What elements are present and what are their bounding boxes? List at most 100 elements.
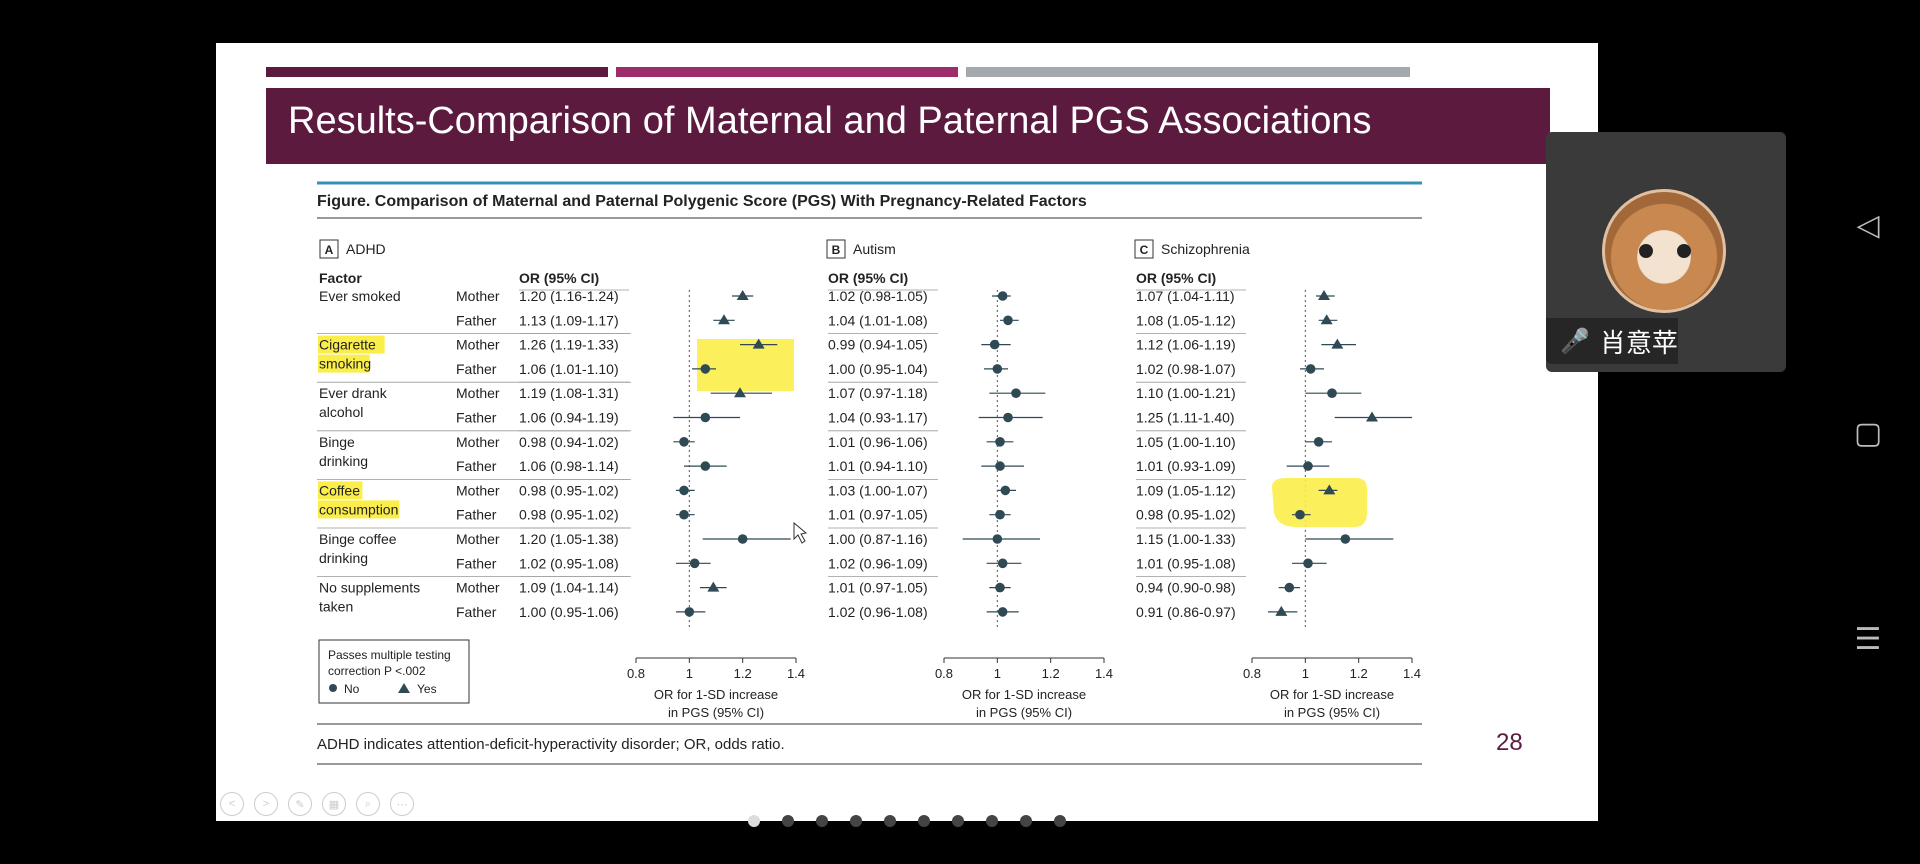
or-value: 1.02 (0.98-1.05) bbox=[828, 288, 928, 304]
slides-grid-icon[interactable]: ▦ bbox=[322, 792, 346, 816]
or-value: 1.01 (0.97-1.05) bbox=[828, 580, 928, 596]
or-marker-circle bbox=[679, 485, 689, 496]
slide-number: 28 bbox=[1496, 729, 1523, 756]
x-axis-tick-label: 1.2 bbox=[734, 666, 752, 681]
panel-letter-box bbox=[1134, 239, 1154, 259]
zoom-icon[interactable]: ⌕ bbox=[356, 792, 380, 816]
or-column-header: OR (95% CI) bbox=[519, 270, 599, 286]
legend-title: correction P <.002 bbox=[328, 664, 426, 678]
page-dot[interactable] bbox=[816, 815, 828, 827]
or-marker-triangle bbox=[1323, 484, 1336, 495]
or-value: 1.01 (0.95-1.08) bbox=[1136, 555, 1236, 571]
or-value: 1.20 (1.16-1.24) bbox=[519, 288, 619, 304]
participant-name-bar: 🎤 肖意苹 bbox=[1546, 318, 1678, 364]
or-marker-circle bbox=[1011, 388, 1021, 399]
parent-label: Mother bbox=[456, 337, 500, 353]
avatar-eye bbox=[1639, 244, 1653, 258]
panel-letter: A bbox=[325, 243, 334, 257]
factor-label: No supplements bbox=[319, 580, 420, 596]
page-dot[interactable] bbox=[986, 815, 998, 827]
parent-label: Mother bbox=[456, 288, 500, 304]
slide-title: Results-Comparison of Maternal and Pater… bbox=[288, 100, 1372, 142]
or-value: 0.94 (0.90-0.98) bbox=[1136, 580, 1236, 596]
panel-title: Schizophrenia bbox=[1161, 241, 1250, 257]
home-icon[interactable]: ▢ bbox=[1853, 417, 1883, 450]
legend-yes-label: Yes bbox=[417, 682, 437, 696]
previous-icon[interactable]: < bbox=[220, 792, 244, 816]
parent-label: Mother bbox=[456, 434, 500, 450]
figure-caption: Figure. Comparison of Maternal and Pater… bbox=[317, 193, 1087, 210]
back-icon[interactable]: ◁ bbox=[1856, 209, 1880, 242]
pen-icon[interactable]: ✎ bbox=[288, 792, 312, 816]
factor-label: drinking bbox=[319, 453, 368, 469]
or-marker-circle bbox=[1305, 364, 1316, 374]
or-value: 1.09 (1.05-1.12) bbox=[1136, 482, 1236, 498]
x-axis-label: OR for 1-SD increase bbox=[962, 687, 1086, 702]
parent-label: Father bbox=[456, 410, 497, 426]
page-dot[interactable] bbox=[884, 815, 896, 827]
or-value: 1.12 (1.06-1.19) bbox=[1136, 337, 1236, 353]
factor-label: drinking bbox=[319, 550, 368, 566]
panel-title: Autism bbox=[853, 241, 896, 257]
or-value: 1.20 (1.05-1.38) bbox=[519, 531, 619, 547]
or-marker-circle bbox=[700, 364, 711, 374]
next-icon[interactable]: > bbox=[254, 792, 278, 816]
x-axis-tick-label: 1.2 bbox=[1350, 666, 1368, 681]
or-marker-triangle bbox=[1275, 605, 1288, 616]
page-dot[interactable] bbox=[952, 815, 964, 827]
participant-video-tile[interactable]: 🎤 肖意苹 bbox=[1546, 132, 1786, 372]
or-value: 1.07 (1.04-1.11) bbox=[1136, 288, 1235, 304]
parent-label: Father bbox=[456, 507, 497, 523]
factor-highlight bbox=[318, 354, 370, 373]
parent-label: Father bbox=[456, 458, 497, 474]
x-axis-label: in PGS (95% CI) bbox=[976, 705, 1072, 720]
or-value: 0.98 (0.94-1.02) bbox=[519, 434, 619, 450]
or-marker-circle bbox=[1003, 315, 1013, 326]
or-marker-circle bbox=[700, 461, 711, 471]
or-value: 1.19 (1.08-1.31) bbox=[519, 385, 619, 401]
page-dot[interactable] bbox=[1054, 815, 1066, 827]
page-dot[interactable] bbox=[782, 815, 794, 827]
or-value: 1.01 (0.96-1.06) bbox=[828, 434, 928, 450]
or-marker-circle bbox=[992, 534, 1003, 544]
factor-label: Binge coffee bbox=[319, 531, 397, 547]
or-value: 1.07 (0.97-1.18) bbox=[828, 385, 928, 401]
panel-letter: C bbox=[1140, 243, 1149, 257]
factor-label: Ever drank bbox=[319, 385, 388, 401]
or-marker-triangle bbox=[734, 387, 746, 398]
or-value: 1.06 (0.98-1.14) bbox=[519, 458, 619, 474]
parent-label: Father bbox=[456, 604, 497, 620]
page-dot[interactable] bbox=[1020, 815, 1032, 827]
or-marker-circle bbox=[995, 437, 1005, 447]
or-marker-circle bbox=[1313, 437, 1324, 447]
or-value: 1.15 (1.00-1.33) bbox=[1136, 531, 1236, 547]
page-dot[interactable] bbox=[748, 815, 760, 827]
top-bar-3 bbox=[966, 67, 1410, 77]
legend-circle-marker bbox=[329, 684, 337, 692]
or-value: 1.02 (0.96-1.08) bbox=[828, 604, 928, 620]
slide-toolbar: < > ✎ ▦ ⌕ ⋯ bbox=[220, 792, 414, 816]
or-marker-circle bbox=[1284, 582, 1295, 593]
or-marker-circle bbox=[997, 558, 1008, 569]
more-icon[interactable]: ⋯ bbox=[390, 792, 414, 816]
or-value: 1.05 (1.00-1.10) bbox=[1136, 434, 1236, 450]
x-axis-tick-label: 1.4 bbox=[1403, 666, 1421, 681]
plot-highlight bbox=[1272, 478, 1367, 527]
page-dot[interactable] bbox=[918, 815, 930, 827]
x-axis-label: OR for 1-SD increase bbox=[654, 687, 778, 702]
recents-icon[interactable]: ☰ bbox=[1854, 623, 1882, 656]
factor-highlight bbox=[318, 481, 363, 500]
or-value: 1.06 (0.94-1.19) bbox=[519, 410, 619, 426]
x-axis-tick-label: 1.2 bbox=[1042, 666, 1060, 681]
or-marker-circle bbox=[1303, 558, 1313, 569]
or-marker-circle bbox=[700, 412, 711, 423]
factor-label: Ever smoked bbox=[319, 288, 401, 304]
or-marker-circle bbox=[1340, 534, 1351, 544]
factor-column-header: Factor bbox=[319, 270, 362, 286]
page-dot[interactable] bbox=[850, 815, 862, 827]
or-value: 1.00 (0.87-1.16) bbox=[828, 531, 928, 547]
or-value: 1.03 (1.00-1.07) bbox=[828, 482, 928, 498]
or-marker-triangle bbox=[707, 581, 720, 592]
page-indicator bbox=[748, 815, 1066, 827]
parent-label: Father bbox=[456, 312, 497, 328]
